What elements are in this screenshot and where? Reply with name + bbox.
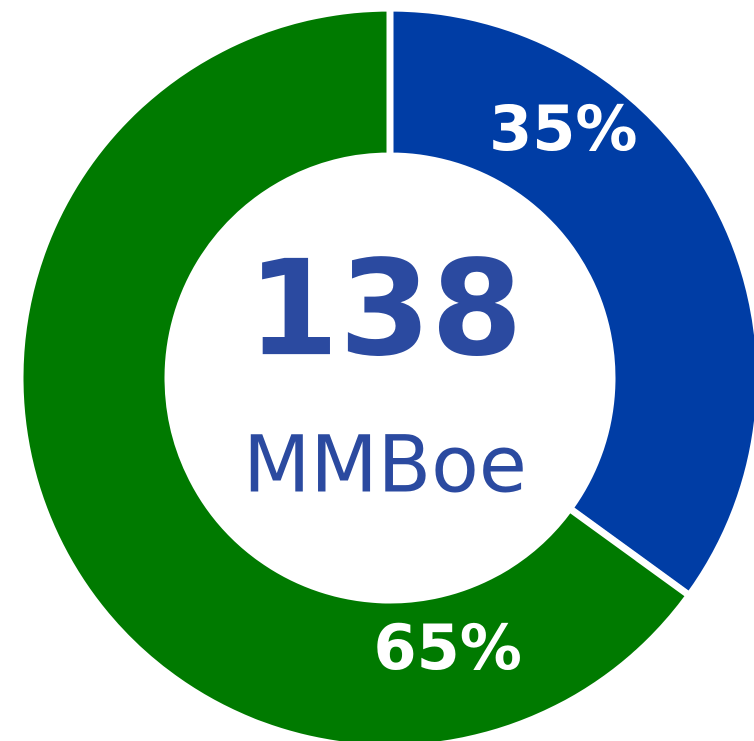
donut-slice <box>386 4 754 601</box>
center-label: MMBoe <box>243 420 527 510</box>
slice-label: 65% <box>373 611 521 684</box>
slice-label: 35% <box>489 92 637 165</box>
center-value: 138 <box>247 232 523 386</box>
donut-slice <box>16 4 695 741</box>
